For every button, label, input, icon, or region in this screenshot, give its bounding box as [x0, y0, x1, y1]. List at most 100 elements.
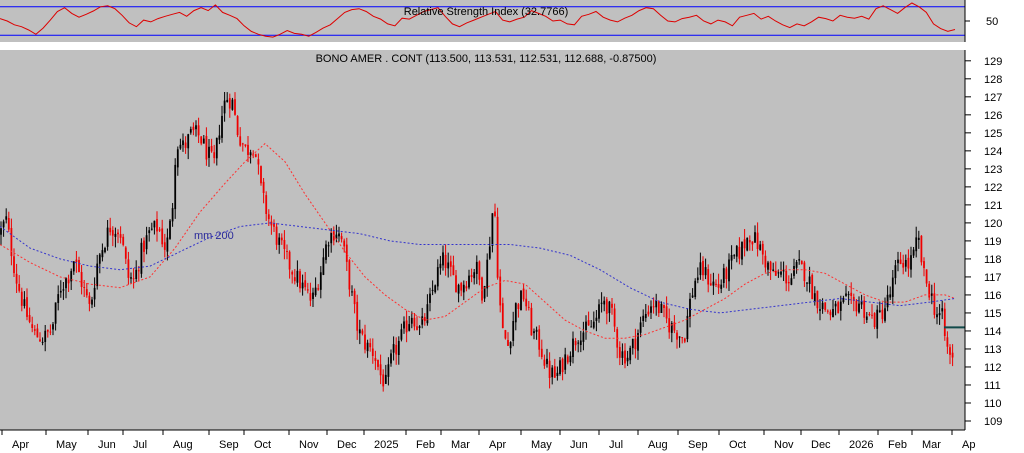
candle-body: [382, 374, 385, 387]
candle-body: [928, 283, 931, 298]
price-layer: [0, 92, 965, 392]
candle-body: [132, 278, 135, 280]
candle-body: [852, 296, 855, 301]
candle-body: [756, 232, 759, 249]
candle-body: [322, 257, 325, 275]
candle-body: [239, 136, 242, 146]
candle-body: [626, 357, 629, 362]
candle-body: [80, 272, 83, 287]
candle-body: [538, 329, 541, 350]
price-y-tick-label: 126: [984, 110, 1002, 122]
candle-body: [579, 340, 582, 345]
candle-body: [390, 353, 392, 364]
candle-body: [652, 306, 655, 308]
candle-body: [670, 323, 673, 333]
mm200-annotation: mm 200: [194, 230, 234, 242]
candle-body: [249, 152, 252, 156]
candle-body: [210, 146, 213, 152]
candle-body: [374, 358, 377, 361]
candle-body: [267, 214, 270, 220]
candle-body: [837, 302, 840, 314]
candle-body: [800, 260, 803, 264]
candle-body: [338, 233, 340, 237]
candle-body: [260, 166, 262, 184]
candle-body: [488, 246, 491, 259]
candle-body: [832, 309, 834, 317]
candle-body: [543, 359, 546, 366]
x-tick-label: Sep: [688, 439, 708, 451]
candle-body: [787, 282, 790, 284]
candle-body: [790, 278, 793, 285]
candle-body: [286, 251, 288, 252]
candle-body: [821, 302, 824, 310]
candle-body: [452, 265, 455, 276]
candle-body: [78, 260, 80, 273]
candle-body: [442, 252, 444, 266]
candle-body: [582, 332, 585, 342]
candle-body: [205, 136, 208, 160]
candle-body: [444, 254, 447, 268]
candle-body: [33, 329, 36, 331]
candle-body: [148, 230, 151, 234]
x-tick-label: Aug: [173, 439, 193, 451]
candle-body: [439, 263, 442, 269]
candle-body: [67, 279, 70, 284]
candle-body: [676, 332, 678, 340]
candle-body: [847, 294, 850, 296]
rsi-y-tick-label: 50: [986, 16, 998, 28]
candle-body: [226, 99, 229, 102]
candle-body: [733, 255, 736, 257]
candle-body: [915, 237, 918, 252]
candle-body: [166, 237, 169, 252]
candle-body: [891, 277, 894, 297]
candle-body: [36, 328, 39, 338]
candle-body: [634, 338, 637, 350]
candle-body: [434, 285, 437, 293]
x-tick-label: Oct: [254, 439, 271, 451]
candle-body: [330, 232, 333, 244]
candle-body: [930, 293, 933, 296]
candle-body: [70, 271, 73, 282]
candle-body: [413, 317, 416, 327]
candle-body: [161, 228, 164, 245]
candle-body: [865, 316, 868, 320]
candle-body: [694, 280, 697, 297]
candle-body: [397, 340, 400, 355]
candle-body: [26, 297, 28, 317]
candle-body: [418, 326, 421, 328]
candle-body: [767, 262, 769, 270]
axes-layer: 50 109 110 111 112 113 114 115 116 117 118 119 120 12…: [0, 0, 1002, 451]
candle-body: [182, 140, 184, 146]
candle-body: [501, 303, 504, 328]
candle-body: [782, 270, 785, 272]
candle-body: [54, 302, 57, 324]
x-tick-label: May: [531, 439, 552, 451]
candle-body: [912, 249, 915, 256]
candle-body: [709, 283, 712, 286]
candle-body: [925, 269, 928, 284]
candle-body: [371, 348, 374, 356]
price-y-tick-label: 123: [984, 164, 1002, 176]
candle-body: [845, 293, 847, 296]
candle-body: [530, 307, 533, 336]
candle-body: [720, 284, 723, 289]
candle-body: [192, 126, 195, 131]
x-tick-label: Ap: [962, 439, 975, 451]
candle-body: [746, 237, 749, 251]
candle-body: [200, 136, 203, 144]
price-y-tick-label: 109: [984, 416, 1002, 428]
candle-body: [618, 347, 621, 358]
x-tick-label: Sep: [219, 439, 239, 451]
candle-body: [475, 261, 478, 274]
candle-body: [299, 271, 301, 289]
candle-body: [564, 354, 567, 370]
candle-body: [262, 181, 265, 193]
candle-body: [793, 266, 795, 276]
candle-body: [598, 304, 600, 319]
candle-body: [613, 308, 616, 327]
candle-body: [535, 329, 538, 332]
candle-body: [683, 338, 686, 342]
candle-body: [72, 261, 75, 272]
candle-body: [392, 344, 395, 353]
